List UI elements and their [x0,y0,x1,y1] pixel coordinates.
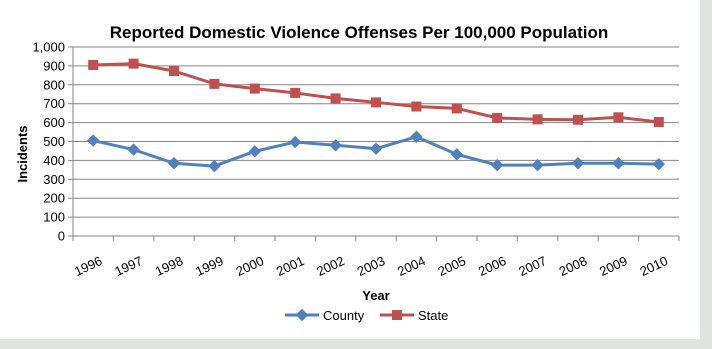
state-point [128,58,139,69]
series-county [86,130,666,173]
county-point [288,135,302,149]
x-tick-label: 2001 [274,253,307,279]
frame-edge-bottom [0,339,712,349]
y-tick-label: 800 [43,77,65,92]
state-point [88,59,99,70]
county-point [127,143,140,156]
legend-marker-state [392,310,402,320]
state-point [249,83,260,94]
county-point [86,134,100,147]
x-tick-label: 2006 [476,253,509,279]
x-tick-label: 1998 [153,253,186,279]
state-point [169,66,179,77]
state-point [451,103,462,114]
y-tick-label: 900 [43,58,65,73]
y-tick-label: 1,000 [32,40,65,55]
county-point [571,157,585,170]
state-point [613,112,624,123]
x-tick-label: 2003 [355,253,388,279]
y-tick-label: 400 [43,153,65,168]
x-tick-label: 2004 [395,253,428,279]
county-point [652,157,666,171]
legend-label-state: State [418,308,448,323]
x-tick-label: 2005 [436,253,469,279]
county-point [531,158,544,172]
x-tick-label: 2002 [314,253,347,279]
state-point [371,97,381,108]
county-point [450,148,464,161]
legend-label-county: County [323,308,365,323]
x-tick-label: 1996 [72,253,105,279]
county-point [369,142,383,155]
state-point [330,93,341,104]
state-point [411,101,422,112]
y-tick-label: 0 [58,229,65,244]
state-point [492,112,503,123]
series-state [88,58,664,128]
state-point [209,78,220,89]
county-point [490,158,504,172]
series-lines [86,58,666,173]
state-point [532,114,543,125]
x-tick-label: 2008 [557,253,590,279]
x-tick-label: 1997 [112,253,145,279]
x-tick-label: 2009 [597,253,630,279]
y-tick-label: 300 [43,172,65,187]
x-tick-label: 2010 [638,253,671,279]
frame-edge-right [700,0,712,349]
state-point [653,117,664,128]
y-tick-label: 200 [43,191,65,206]
county-point [167,157,181,170]
legend: County State [285,308,448,323]
y-tick-label: 500 [43,134,65,149]
y-tick-label: 700 [43,96,65,111]
state-point [290,87,301,98]
x-axis-title: Year [362,288,389,303]
x-tick-labels: 1996 1997 1998 1999 2000 2001 2002 2003 2004 2005… [72,253,670,279]
county-point [208,159,221,173]
x-tick-label: 2007 [516,253,549,279]
y-tick-label: 600 [43,115,65,130]
gridlines [73,46,679,218]
county-point [248,145,262,158]
y-tick-labels: 0 100 200 300 400 500 600 700 800 900 1,000 [32,40,65,244]
legend-marker-county [295,308,309,322]
axes [68,46,680,241]
state-point [573,114,583,125]
county-point [329,139,342,152]
y-tick-label: 100 [43,210,65,225]
county-point [410,130,423,143]
legend-item-state: State [380,308,448,323]
x-tick-label: 1999 [193,253,226,279]
county-point [612,157,625,170]
x-tick-label: 2000 [234,253,267,279]
chart-title: Reported Domestic Violence Offenses Per … [110,23,609,42]
y-axis-title: Incidents [15,125,30,182]
legend-item-county: County [285,308,365,323]
